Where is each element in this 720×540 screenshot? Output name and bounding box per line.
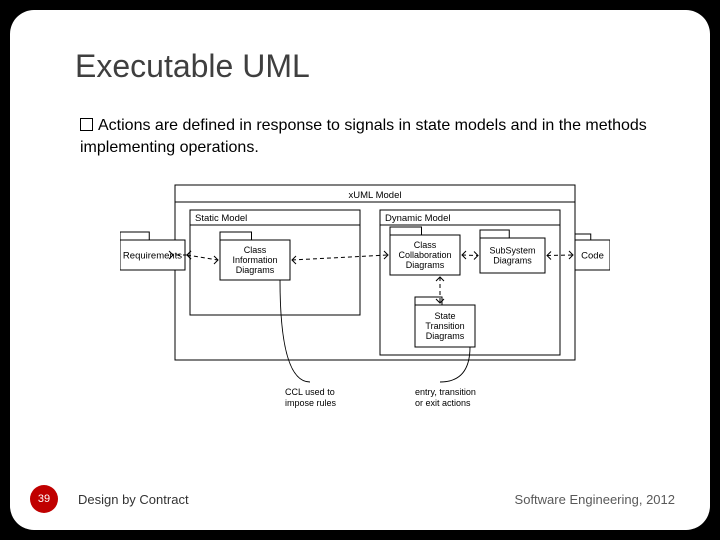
- bullet-icon: [80, 118, 93, 131]
- svg-text:entry, transition: entry, transition: [415, 387, 476, 397]
- svg-text:or exit actions: or exit actions: [415, 398, 471, 408]
- svg-text:Diagrams: Diagrams: [236, 265, 275, 275]
- svg-text:impose rules: impose rules: [285, 398, 337, 408]
- svg-text:Collaboration: Collaboration: [398, 250, 451, 260]
- svg-text:State: State: [434, 311, 455, 321]
- svg-text:Class: Class: [244, 245, 267, 255]
- footer-right: Software Engineering, 2012: [515, 492, 675, 507]
- svg-text:Dynamic Model: Dynamic Model: [385, 213, 450, 224]
- svg-text:CCL used to: CCL used to: [285, 387, 335, 397]
- svg-text:Static Model: Static Model: [195, 213, 247, 224]
- svg-text:Code: Code: [581, 250, 604, 261]
- footer-left: Design by Contract: [78, 492, 189, 507]
- slide: Executable UML Actions are defined in re…: [10, 10, 710, 530]
- svg-text:Requirements: Requirements: [123, 250, 182, 261]
- svg-text:xUML Model: xUML Model: [349, 190, 402, 201]
- svg-text:Information: Information: [232, 255, 277, 265]
- svg-text:Class: Class: [414, 240, 437, 250]
- bullet-content: Actions are defined in response to signa…: [80, 117, 647, 156]
- svg-text:Transition: Transition: [425, 321, 464, 331]
- xuml-diagram: xUML Model Static Model Dynamic Model Requi…: [120, 170, 610, 435]
- svg-text:Diagrams: Diagrams: [426, 331, 465, 341]
- svg-text:Diagrams: Diagrams: [406, 260, 445, 270]
- slide-title: Executable UML: [75, 48, 310, 85]
- page-number: 39: [30, 485, 58, 513]
- svg-text:SubSystem: SubSystem: [489, 246, 535, 256]
- svg-text:Diagrams: Diagrams: [493, 256, 532, 266]
- bullet-text: Actions are defined in response to signa…: [80, 115, 660, 158]
